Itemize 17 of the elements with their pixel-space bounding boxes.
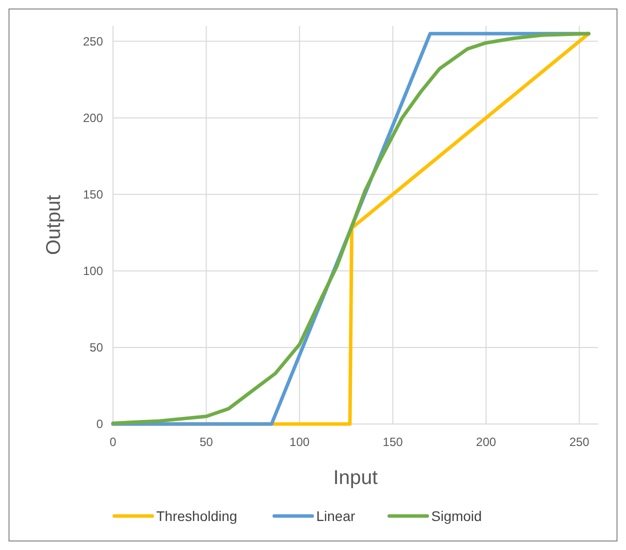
legend-label: Thresholding [156, 508, 238, 524]
x-axis-title: Input [333, 467, 378, 489]
y-tick-label: 100 [82, 264, 104, 278]
y-axis-title: Output [43, 194, 65, 256]
y-tick-label: 150 [82, 188, 104, 202]
x-tick-label: 250 [569, 435, 590, 449]
legend-label: Linear [316, 508, 356, 524]
x-tick-label: 150 [382, 435, 404, 449]
x-tick-label: 100 [290, 435, 310, 449]
x-tick-label: 50 [200, 435, 214, 449]
x-tick-label: 200 [476, 435, 496, 449]
y-tick-label: 50 [90, 340, 104, 355]
legend-label: Sigmoid [431, 508, 482, 524]
x-tick-label: 0 [110, 435, 117, 449]
y-tick-label: 200 [82, 111, 104, 126]
y-tick-label: 0 [96, 417, 104, 432]
y-tick-label: 250 [82, 34, 104, 49]
